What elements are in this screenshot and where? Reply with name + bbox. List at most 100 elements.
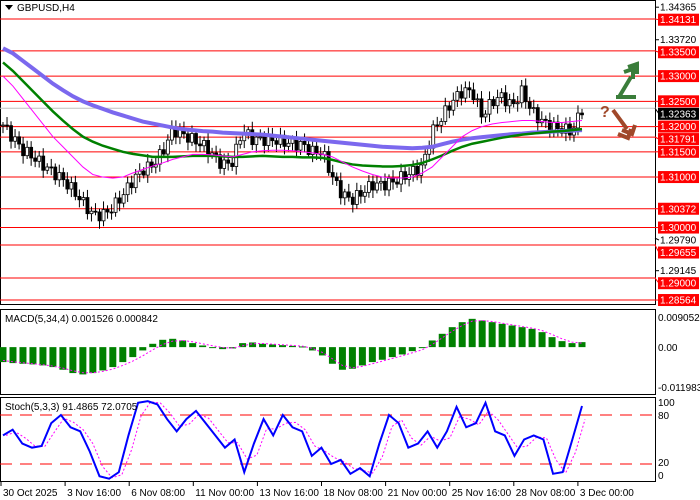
candle-body	[334, 176, 339, 181]
candle-body	[161, 149, 166, 155]
candle-body	[133, 173, 138, 189]
macd-bar	[508, 325, 516, 348]
candle-body	[101, 209, 106, 222]
stoch-tick-label: 20	[658, 458, 670, 469]
level-label-bg	[658, 120, 699, 133]
level-label-bg	[658, 145, 699, 158]
price-tick-label: 1.33720	[660, 35, 697, 46]
stoch-tick-label: 100	[658, 398, 675, 409]
candle-body	[503, 92, 508, 107]
candle-body	[451, 99, 456, 111]
level-label: 1.32500	[660, 97, 697, 108]
price-tick	[654, 237, 660, 241]
candle-body	[346, 191, 351, 198]
candle-body	[387, 177, 391, 191]
candle-body	[459, 91, 464, 99]
candle-body	[535, 107, 540, 124]
macd-bar	[448, 327, 456, 348]
candle-body	[314, 145, 319, 155]
candle-body	[371, 181, 375, 191]
stoch-tick-label: 0	[658, 471, 664, 482]
candle-body	[37, 155, 42, 162]
macd-bar	[518, 327, 526, 348]
time-label: 30 Oct 2025	[3, 488, 58, 499]
level-label: 1.29000	[660, 279, 697, 290]
candle-body	[165, 139, 170, 155]
candle-body	[326, 151, 331, 173]
macd-bar	[428, 340, 436, 348]
level-label-bg	[658, 277, 699, 290]
level-label: 1.31500	[660, 147, 697, 158]
level-label-bg	[658, 46, 699, 59]
candle-body	[443, 105, 448, 122]
candle-body	[262, 136, 267, 146]
candle-body	[471, 89, 476, 101]
candle-body	[238, 140, 243, 145]
time-label: 25 Nov 16:00	[452, 488, 512, 499]
macd-bar	[159, 339, 167, 348]
candle-body	[206, 140, 210, 156]
level-label: 1.33500	[660, 48, 697, 59]
stoch-main-line	[2, 400, 583, 480]
candle-body	[479, 98, 484, 118]
macd-bar	[0, 347, 7, 363]
candle-body	[149, 161, 154, 168]
candle-body	[105, 209, 110, 213]
time-label: 18 Nov 08:00	[324, 488, 384, 499]
candle-body	[73, 182, 78, 197]
stoch-panel-frame	[0, 397, 656, 482]
candle-body	[33, 157, 38, 162]
candle-body	[41, 155, 46, 171]
candle-body	[310, 145, 315, 155]
candle-body	[475, 98, 480, 101]
candle-body	[222, 159, 227, 169]
level-label-bg	[658, 294, 699, 307]
macd-bar	[79, 347, 87, 375]
macd-bar	[348, 347, 356, 369]
candle-body	[45, 166, 50, 171]
candle-body	[230, 162, 235, 167]
macd-bar	[308, 347, 316, 351]
candle-body	[129, 182, 134, 189]
macd-bar	[99, 347, 107, 371]
level-label-bg	[658, 70, 699, 83]
macd-bar	[59, 347, 67, 370]
candle-body	[77, 196, 82, 201]
candle-body	[121, 194, 126, 204]
candle-body	[564, 123, 568, 134]
macd-bar	[69, 347, 77, 374]
candle-body	[93, 210, 98, 213]
collapse-triangle-icon[interactable]	[5, 5, 13, 10]
candle-body	[439, 121, 444, 126]
macd-bar	[388, 347, 396, 358]
macd-bar	[149, 343, 157, 348]
candle-body	[53, 166, 58, 181]
candle-body	[298, 140, 303, 151]
macd-bar	[368, 347, 376, 363]
candle-body	[69, 182, 74, 190]
macd-bar	[328, 347, 336, 364]
macd-bar	[29, 347, 37, 365]
level-label: 1.31791	[660, 135, 697, 146]
macd-bar	[408, 347, 416, 352]
macd-bar	[568, 343, 576, 348]
time-label: 13 Nov 16:00	[259, 488, 319, 499]
level-label-bg	[658, 202, 699, 215]
level-label-bg	[658, 95, 699, 108]
macd-bar	[259, 343, 267, 348]
candle-body	[274, 140, 279, 145]
candle-body	[350, 196, 355, 205]
candle-body	[286, 142, 291, 147]
macd-bar	[209, 347, 217, 349]
macd-bar	[478, 320, 486, 348]
stoch-title: Stoch(5,3,3) 91.4865 72.0705	[5, 402, 138, 413]
level-label: 1.34131	[660, 15, 697, 26]
candle-body	[17, 136, 21, 145]
macd-bar	[418, 347, 426, 349]
candle-body	[423, 153, 428, 166]
macd-bar	[39, 347, 47, 366]
candle-body	[419, 164, 424, 176]
level-label: 1.30372	[660, 204, 697, 215]
candle-body	[491, 99, 496, 107]
